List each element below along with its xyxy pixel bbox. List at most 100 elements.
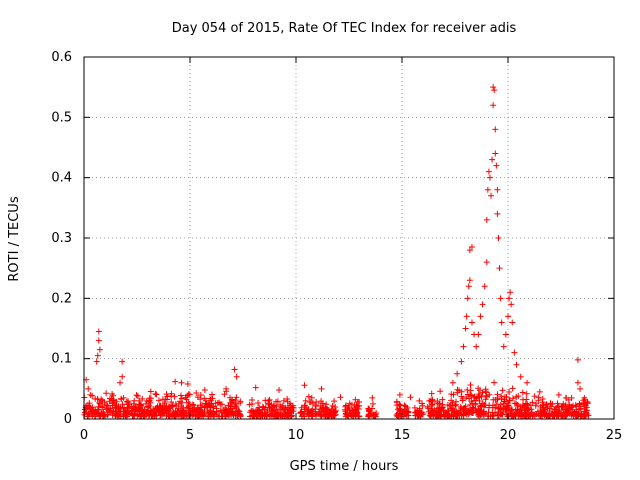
data-point [235, 407, 242, 414]
data-point [353, 402, 360, 409]
data-point [237, 412, 244, 419]
data-point [518, 410, 525, 417]
data-point [491, 87, 498, 94]
data-point [473, 395, 480, 402]
data-point [298, 413, 305, 420]
data-point [131, 397, 138, 404]
data-point [249, 396, 256, 403]
data-point [190, 402, 197, 409]
data-point [228, 397, 235, 404]
data-point [577, 403, 584, 410]
data-point [486, 174, 493, 181]
data-point [279, 407, 286, 414]
data-point [273, 398, 280, 405]
data-point [307, 399, 314, 406]
data-point [502, 331, 509, 338]
data-point [125, 399, 132, 406]
data-point [509, 319, 516, 326]
data-point [157, 410, 164, 417]
data-point [543, 401, 550, 408]
data-point [152, 390, 159, 397]
data-point [483, 259, 490, 266]
data-point [155, 406, 162, 413]
data-point [354, 403, 361, 410]
data-point [119, 373, 126, 380]
data-point [302, 397, 309, 404]
data-point [264, 408, 271, 415]
data-point [554, 400, 561, 407]
data-point [116, 405, 123, 412]
data-point [179, 399, 186, 406]
data-point [490, 102, 497, 109]
data-point [532, 402, 539, 409]
data-point [265, 400, 272, 407]
data-point [221, 391, 228, 398]
data-point [509, 385, 516, 392]
data-point [99, 403, 106, 410]
data-point [549, 401, 556, 408]
data-point [517, 406, 524, 413]
data-point [248, 407, 255, 414]
data-point [460, 343, 467, 350]
data-point [464, 295, 471, 302]
x-tick-label: 0 [80, 428, 88, 443]
data-point [506, 295, 513, 302]
data-point [134, 392, 141, 399]
data-point [478, 393, 485, 400]
data-point [489, 413, 496, 420]
data-point [437, 388, 444, 395]
data-point [92, 406, 99, 413]
data-point [337, 394, 344, 401]
data-point [168, 390, 175, 397]
data-point [460, 406, 467, 413]
data-point [393, 402, 400, 409]
data-point [258, 412, 265, 419]
data-point [353, 410, 360, 417]
data-point [190, 408, 197, 415]
data-point [106, 398, 113, 405]
data-point [495, 235, 502, 241]
data-point [483, 392, 490, 399]
data-point [577, 385, 584, 392]
data-point [109, 402, 116, 409]
data-point [425, 405, 432, 412]
data-point [229, 399, 236, 406]
data-point [555, 410, 562, 417]
data-point [448, 405, 455, 412]
data-point [528, 406, 535, 413]
data-point [118, 396, 125, 403]
data-point [259, 403, 266, 410]
data-point [483, 216, 490, 223]
data-point [473, 343, 480, 350]
y-tick-label: 0.3 [51, 231, 72, 246]
data-point [472, 401, 479, 408]
data-point [481, 283, 488, 290]
data-point [500, 400, 507, 407]
data-point [106, 395, 113, 402]
data-point [365, 405, 372, 412]
data-point [288, 404, 295, 411]
data-point [110, 397, 117, 404]
data-point [305, 406, 312, 413]
data-point [470, 394, 477, 401]
x-tick-label: 5 [186, 428, 194, 443]
data-point [179, 407, 186, 414]
data-point [87, 391, 94, 398]
data-point [193, 389, 200, 396]
data-point [206, 409, 213, 416]
data-point [331, 398, 338, 405]
data-point [511, 411, 518, 418]
y-tick-label: 0.5 [51, 110, 72, 125]
data-point [136, 401, 143, 408]
data-point [537, 403, 544, 410]
data-point [186, 409, 193, 416]
data-point [513, 400, 520, 407]
data-point [453, 398, 460, 405]
data-point [184, 381, 191, 388]
data-point [562, 412, 569, 419]
data-point [232, 402, 239, 409]
data-point [104, 402, 111, 409]
data-point [206, 401, 213, 408]
data-point [233, 404, 240, 411]
